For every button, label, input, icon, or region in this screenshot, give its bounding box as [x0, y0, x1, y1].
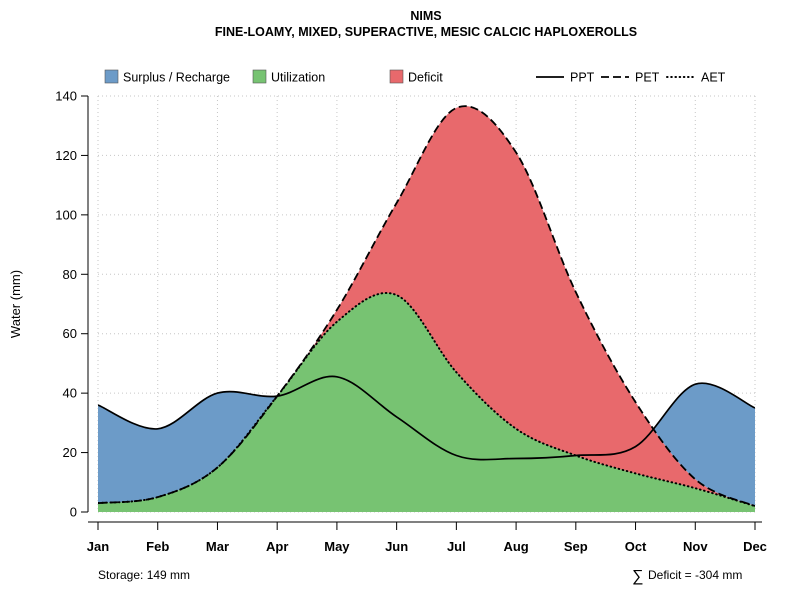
- sigma-symbol: ∑: [632, 568, 643, 585]
- y-tick-label: 120: [55, 148, 77, 163]
- surplus-legend-label: Surplus / Recharge: [123, 71, 230, 85]
- aet-legend-label: AET: [701, 71, 726, 85]
- y-tick-label: 20: [63, 445, 77, 460]
- y-tick-label: 0: [70, 505, 77, 520]
- ppt-legend-label: PPT: [570, 71, 595, 85]
- axes: 0 20 40 60 80 100 120 140 Jan Feb Mar Apr May Jun Jul A…: [55, 89, 767, 555]
- x-tick-label: Apr: [266, 539, 288, 554]
- x-tick-label: Oct: [625, 539, 647, 554]
- surplus-legend-swatch: [104, 69, 119, 84]
- utilization-legend-swatch: [252, 69, 267, 84]
- y-tick-label: 80: [63, 267, 77, 282]
- legend: Surplus / Recharge Utilization Deficit P…: [104, 69, 726, 85]
- y-tick-label: 40: [63, 386, 77, 401]
- utilization-legend-label: Utilization: [271, 71, 325, 85]
- chart-subtitle: FINE-LOAMY, MIXED, SUPERACTIVE, MESIC CA…: [215, 25, 637, 39]
- y-tick-label: 140: [55, 89, 77, 104]
- ppt-line: [98, 375, 755, 461]
- x-tick-label: Nov: [683, 539, 708, 554]
- series-lines: [98, 105, 755, 508]
- x-tick-label: Feb: [146, 539, 169, 554]
- deficit-total-note: Deficit = -304 mm: [648, 568, 742, 582]
- pet-legend-label: PET: [635, 71, 660, 85]
- storage-note: Storage: 149 mm: [98, 568, 190, 582]
- x-tick-label: Aug: [503, 539, 528, 554]
- deficit-area: [98, 106, 755, 507]
- y-axis-title: Water (mm): [8, 270, 23, 338]
- deficit-legend-label: Deficit: [408, 71, 443, 85]
- y-tick-label: 60: [63, 326, 77, 341]
- x-tick-label: Jan: [87, 539, 109, 554]
- x-tick-label: May: [324, 539, 350, 554]
- x-tick-label: Dec: [743, 539, 767, 554]
- area-fills: [98, 106, 755, 512]
- x-tick-label: Jul: [447, 539, 466, 554]
- x-tick-label: Jun: [385, 539, 408, 554]
- x-tick-label: Mar: [206, 539, 229, 554]
- chart-title: NIMS: [410, 9, 441, 23]
- deficit-legend-swatch: [389, 69, 404, 84]
- y-tick-label: 100: [55, 207, 77, 222]
- x-tick-label: Sep: [564, 539, 588, 554]
- utilization-area: [98, 292, 755, 512]
- aet-line: [98, 292, 755, 508]
